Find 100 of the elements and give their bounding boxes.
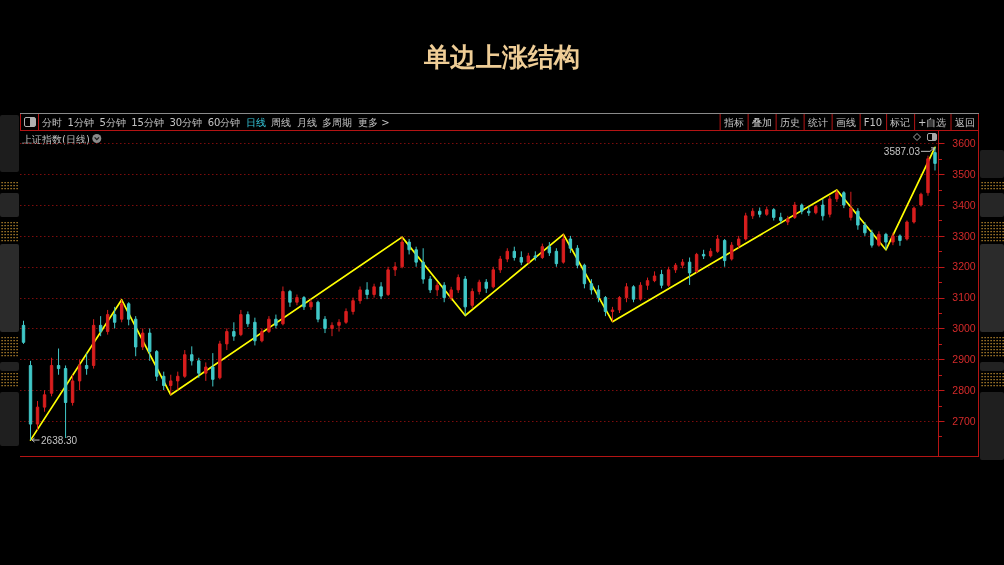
candlestick xyxy=(568,235,573,254)
candlestick xyxy=(442,281,446,303)
candlestick xyxy=(91,318,96,370)
text: 画线 xyxy=(835,117,856,128)
candlestick xyxy=(842,190,846,209)
candlestick xyxy=(919,192,923,208)
text: 月线 xyxy=(296,117,317,128)
candlestick xyxy=(393,261,397,277)
candlestick xyxy=(421,247,425,285)
candlestick xyxy=(821,198,825,221)
candlestick xyxy=(316,300,320,323)
candlestick xyxy=(84,352,89,376)
candlestick xyxy=(743,212,748,242)
candlestick xyxy=(358,286,362,305)
candlestick xyxy=(344,307,348,325)
candlestick xyxy=(701,249,706,260)
candlestick xyxy=(105,309,110,336)
candlestick xyxy=(905,219,909,242)
candlestick xyxy=(933,146,937,171)
candlestick xyxy=(512,246,517,262)
candlestick xyxy=(800,203,804,215)
candlestick xyxy=(666,266,671,288)
candlestick xyxy=(863,221,867,237)
candlestick xyxy=(645,277,650,291)
candlestick xyxy=(225,327,229,351)
candlestick xyxy=(379,281,383,300)
candlestick xyxy=(35,400,40,431)
candlestick xyxy=(828,195,832,218)
candlestick xyxy=(498,255,502,274)
candlestick xyxy=(835,189,839,203)
candlestick xyxy=(449,286,453,302)
candlestick xyxy=(456,273,460,294)
candlestick xyxy=(309,298,313,311)
text: 日线 xyxy=(245,117,266,128)
candlestick xyxy=(870,229,874,249)
candlestick xyxy=(814,204,818,215)
candlestick xyxy=(77,358,82,391)
candlestick xyxy=(638,281,643,302)
text: 1分钟 xyxy=(67,117,94,128)
candlestick xyxy=(582,263,587,289)
candlestick xyxy=(260,327,264,343)
candlestick xyxy=(519,250,524,266)
candlestick xyxy=(912,206,916,225)
candlestick xyxy=(540,243,545,260)
candlestick xyxy=(70,374,75,407)
candlestick xyxy=(49,357,54,397)
candlestick xyxy=(765,206,769,217)
candlestick xyxy=(505,247,509,263)
text: 周线 xyxy=(271,117,292,128)
text: 统计 xyxy=(807,117,828,128)
candlestick xyxy=(162,371,166,391)
candlestick xyxy=(267,315,271,334)
candlestick xyxy=(211,352,215,387)
text: F10 xyxy=(863,117,883,128)
candlestick xyxy=(561,233,566,265)
candlestick xyxy=(624,282,629,303)
candlestick xyxy=(554,247,559,268)
candlestick xyxy=(772,207,776,221)
candlestick xyxy=(28,360,33,441)
candlestick xyxy=(169,374,173,396)
text: 标记 xyxy=(889,117,911,128)
candlestick xyxy=(547,241,552,257)
candlestick xyxy=(119,299,124,323)
candlestick xyxy=(793,201,797,220)
candlestick xyxy=(400,236,404,269)
candlestick xyxy=(112,306,117,329)
candlestick xyxy=(884,232,888,251)
candlestick xyxy=(218,340,222,380)
candlestick xyxy=(779,212,783,225)
candlestick xyxy=(386,266,390,297)
candlestick xyxy=(617,295,622,314)
candlestick xyxy=(673,262,678,274)
candlestick xyxy=(575,244,580,269)
candlestick xyxy=(589,278,594,296)
candlestick xyxy=(477,279,481,296)
text: 分时 xyxy=(42,117,62,128)
candlestick xyxy=(526,252,531,265)
y-tick-label: 2700 xyxy=(952,414,976,427)
candlestick xyxy=(652,270,657,283)
candlestick xyxy=(56,348,61,376)
candlestick xyxy=(295,294,299,306)
y-tick-label: 3000 xyxy=(952,322,976,335)
candlestick xyxy=(21,320,26,345)
candlestick xyxy=(183,349,187,379)
candlestick xyxy=(694,252,699,274)
candlestick xyxy=(232,321,236,342)
candlestick xyxy=(687,257,692,286)
candlestick xyxy=(42,389,47,413)
text: 5分钟 xyxy=(99,117,126,128)
chart-title: 单边上涨结构 xyxy=(423,42,580,72)
candlestick xyxy=(708,247,713,258)
text: +自选 xyxy=(918,117,947,128)
candlestick xyxy=(680,258,685,269)
text: 历史 xyxy=(779,117,800,128)
candlestick xyxy=(98,315,103,337)
text: 返回 xyxy=(954,117,975,128)
y-tick-label: 3500 xyxy=(952,167,976,180)
text: 更多 > xyxy=(357,117,390,128)
candlestick xyxy=(197,357,201,379)
candlestick xyxy=(435,281,439,297)
